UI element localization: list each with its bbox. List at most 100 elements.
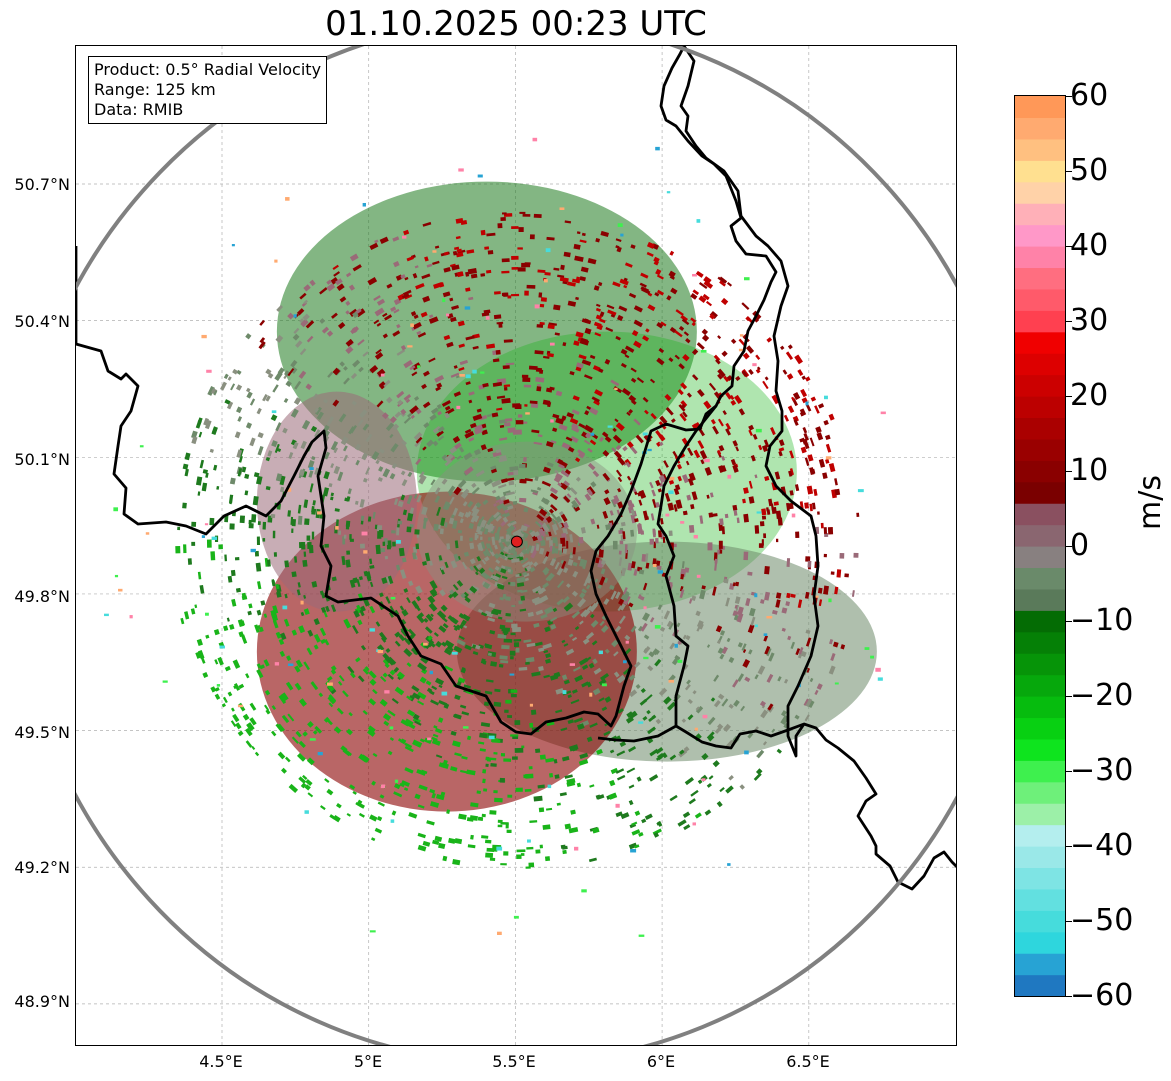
echo-pixel [767,703,774,711]
echo-pixel [402,235,407,239]
echo-pixel [453,645,463,654]
colorbar-tick: 10 [1070,453,1109,488]
echo-pixel [619,603,626,611]
echo-pixel [221,703,226,708]
echo-pixel [456,405,461,410]
echo-pixel [291,519,296,527]
echo-pixel [408,812,418,819]
echo-pixel [429,670,433,675]
echo-pixel [400,344,407,351]
echo-pixel [303,594,307,599]
echo-pixel [686,494,692,501]
echo-pixel [483,701,490,707]
echo-pixel [615,335,621,341]
echo-pixel [219,645,225,649]
echo-pixel [376,298,386,306]
echo-pixel [505,534,510,542]
echo-pixel [404,742,413,749]
echo-pixel [240,634,248,644]
echo-pixel [465,271,470,277]
echo-pixel [403,648,413,657]
colorbar-segment [1015,931,1065,954]
echo-pixel [439,589,446,597]
echo-pixel [667,502,675,511]
lat-label: 49.8°N [14,587,70,606]
echo-pixel [446,313,450,317]
echo-pixel [349,784,356,790]
colorbar-segment [1015,760,1065,783]
echo-pixel [690,317,697,323]
echo-pixel [598,650,603,655]
echo-pixel [741,302,750,311]
echo-pixel [420,311,428,318]
echo-pixel [469,585,478,594]
echo-pixel [818,458,826,468]
echo-pixel [536,324,544,328]
echo-pixel [732,679,739,688]
radar-map[interactable] [75,45,957,1046]
echo-pixel [542,555,549,565]
echo-pixel [282,605,288,610]
echo-pixel [804,714,810,722]
echo-pixel [327,371,334,378]
echo-pixel [246,391,253,399]
echo-pixel [633,305,643,313]
echo-pixel [778,447,785,452]
echo-pixel [488,757,497,761]
echo-pixel [615,444,622,451]
echo-pixel [652,528,656,538]
echo-pixel [616,501,624,509]
echo-pixel [442,291,451,298]
echo-pixel [427,595,436,604]
echo-pixel [596,748,603,755]
echo-pixel [521,548,528,555]
echo-pixel [436,506,441,517]
country-border [679,46,820,597]
echo-pixel [450,616,459,625]
echo-pixel [275,583,280,590]
echo-pixel [438,555,443,561]
echo-pixel [571,278,581,284]
echo-pixel [830,652,836,661]
echo-pixel [237,730,244,737]
echo-pixel [175,546,181,554]
echo-pixel [462,726,469,729]
echo-pixel [435,754,443,759]
echo-pixel [702,714,708,719]
echo-pixel [511,226,519,230]
echo-pixel [214,693,221,700]
colorbar-tick-mark [1066,921,1072,922]
echo-pixel [628,710,638,719]
echo-pixel [452,250,458,256]
echo-pixel [235,384,243,391]
echo-pixel [302,731,308,737]
echo-pixel [511,623,518,628]
echo-pixel [638,832,644,837]
echo-pixel [615,803,620,808]
echo-pixel [297,515,303,525]
echo-pixel [226,401,234,410]
echo-pixel [589,784,595,788]
echo-pixel [419,676,427,684]
echo-pixel [298,625,306,634]
echo-pixel [483,788,488,792]
echo-pixel [748,649,753,655]
echo-pixel [491,489,497,494]
echo-pixel [393,308,400,314]
echo-pixel [436,382,443,389]
echo-pixel [577,556,582,561]
echo-pixel [234,557,240,561]
echo-pixel [299,292,307,300]
echo-pixel [709,313,716,320]
echo-pixel [567,281,576,287]
echo-pixel [298,740,306,749]
echo-pixel [259,337,266,344]
echo-pixel [407,412,413,418]
echo-pixel [404,294,413,300]
echo-pixel [319,318,326,324]
echo-pixel [605,524,611,531]
echo-pixel [343,377,350,385]
echo-pixel [519,211,526,214]
echo-pixel [653,256,660,263]
echo-pixel [311,581,318,588]
